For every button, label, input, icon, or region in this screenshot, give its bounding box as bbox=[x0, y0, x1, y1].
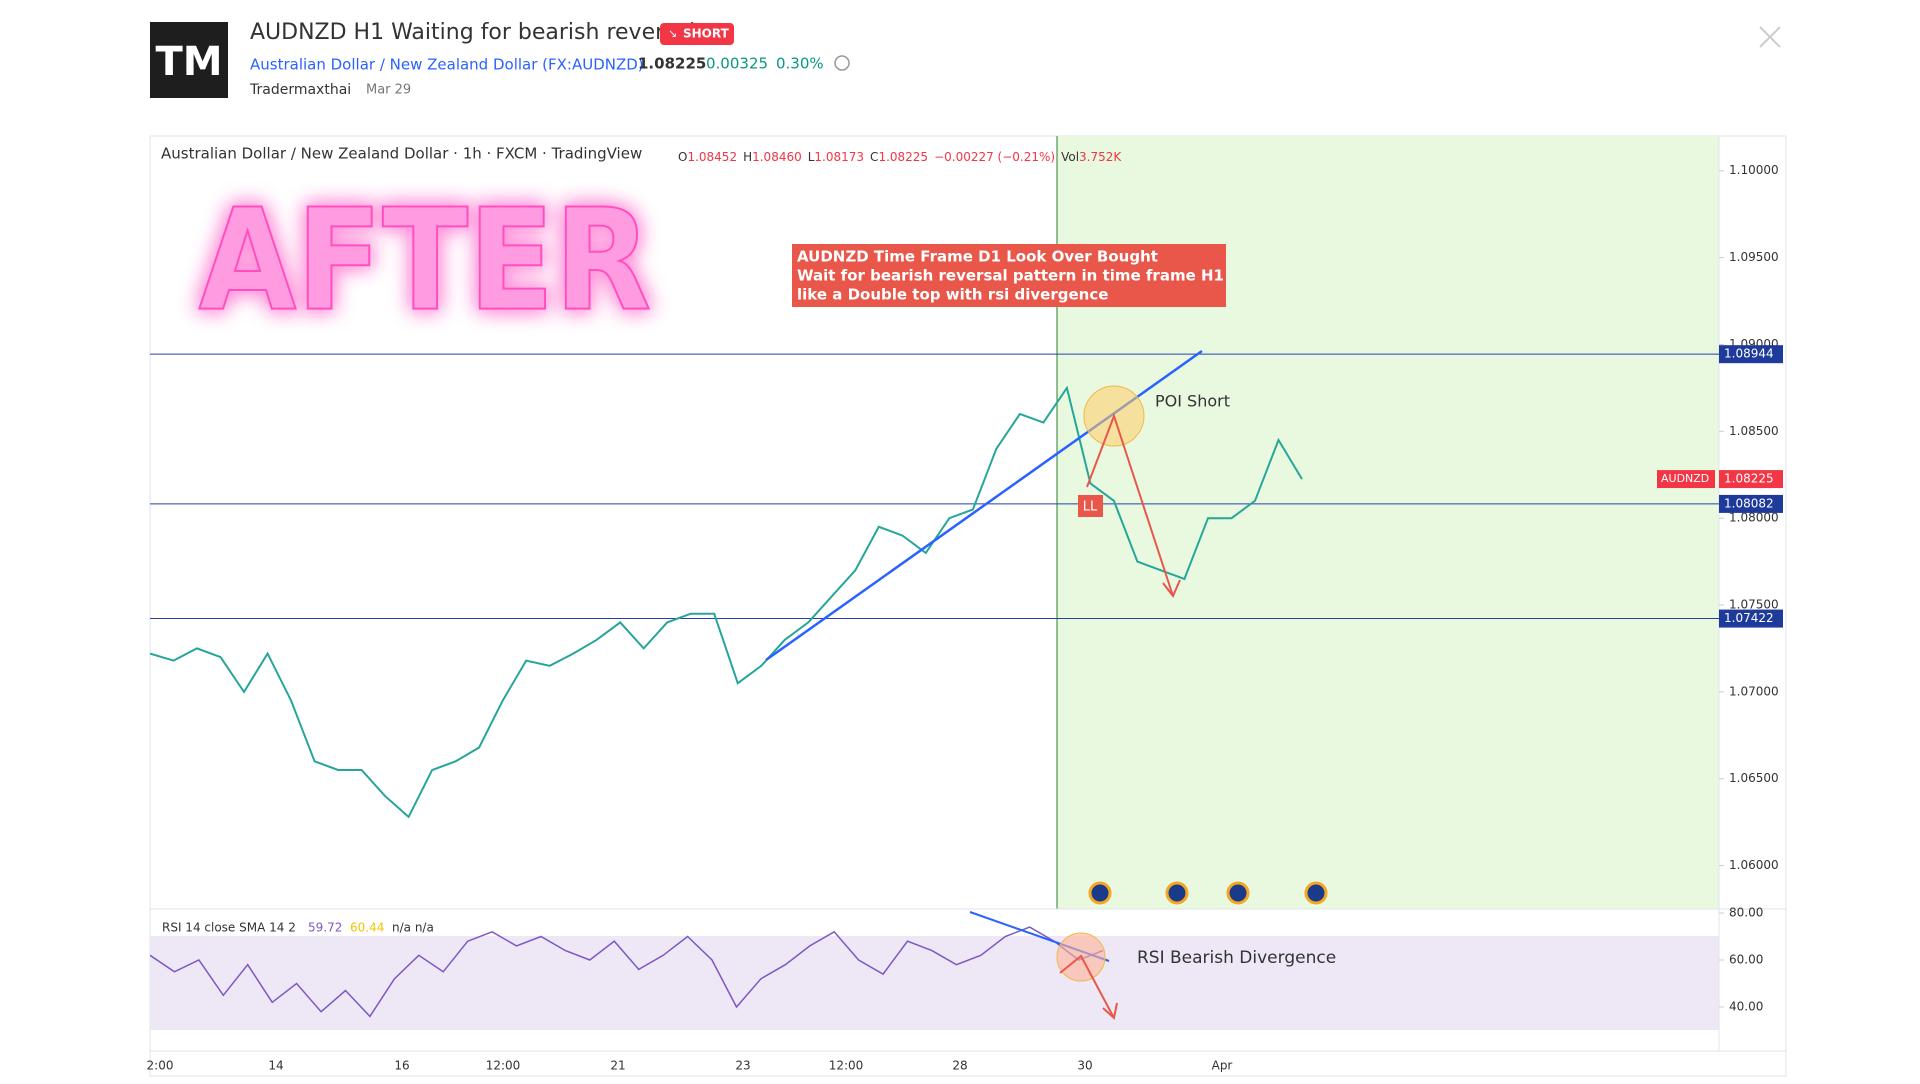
price-line bbox=[150, 385, 1303, 819]
change-pct: 0.30% bbox=[776, 55, 824, 73]
ohlc-value: 3.752K bbox=[1079, 150, 1122, 164]
rsi-sma: 60.44 bbox=[350, 921, 384, 935]
time-tick-label: 23 bbox=[735, 1059, 750, 1073]
rsi-line bbox=[150, 926, 1104, 1018]
time-tick-label: 12:00 bbox=[829, 1059, 864, 1073]
annotation-box bbox=[792, 244, 1226, 307]
level-tag bbox=[1719, 345, 1783, 364]
ohlc: O1.08452 H1.08460 L1.08173 C1.08225 −0.00227… bbox=[678, 150, 1122, 164]
ohlc-value: 1.08452 bbox=[687, 150, 737, 164]
ll-box bbox=[1078, 495, 1103, 517]
rsi-note: RSI Bearish Divergence bbox=[1137, 948, 1336, 968]
time-tick-label: 21 bbox=[610, 1059, 625, 1073]
author[interactable]: Tradermaxthai bbox=[249, 82, 351, 98]
logo-text: TM bbox=[155, 39, 222, 85]
time-tick-label: 30 bbox=[1077, 1059, 1092, 1073]
close-button[interactable] bbox=[1759, 26, 1781, 48]
rsi-arrow bbox=[1059, 954, 1115, 1019]
ohlc-value: 1.08460 bbox=[752, 150, 802, 164]
annotation-line: like a Double top with rsi divergence bbox=[797, 286, 1108, 304]
level-tag-text: 1.08944 bbox=[1724, 347, 1774, 361]
alert-icon[interactable] bbox=[834, 55, 850, 71]
last-price-text: 1.08225 bbox=[1724, 472, 1774, 486]
rsi-legend: RSI 14 close SMA 14 2 bbox=[162, 921, 296, 935]
ohlc-key: C bbox=[870, 150, 878, 164]
projection-arrow bbox=[1086, 413, 1174, 597]
ohlc-value: 1.08225 bbox=[878, 150, 928, 164]
badge-text: SHORT bbox=[683, 27, 730, 41]
ohlc-value: −0.00227 (−0.21%) bbox=[934, 150, 1055, 164]
symbol-tag-text: AUDNZD bbox=[1661, 472, 1709, 485]
rsi-tick-label: 60.00 bbox=[1729, 953, 1763, 967]
time-tick-label: 14 bbox=[268, 1059, 283, 1073]
symbol-link[interactable]: Australian Dollar / New Zealand Dollar (… bbox=[250, 56, 644, 74]
price-tick-label: 1.08000 bbox=[1729, 511, 1779, 525]
rsi-na: n/a n/a bbox=[392, 921, 434, 935]
price-tick-label: 1.07000 bbox=[1729, 684, 1779, 698]
last-price-tag bbox=[1719, 470, 1783, 489]
time-tick-label: 16 bbox=[394, 1059, 409, 1073]
ohlc-key: Vol bbox=[1061, 150, 1079, 164]
price: 1.08225 bbox=[638, 55, 706, 73]
level-tag-text: 1.07422 bbox=[1724, 611, 1774, 625]
price-tick-label: 1.06000 bbox=[1729, 858, 1779, 872]
level-tag bbox=[1719, 494, 1783, 513]
rsi-pane bbox=[150, 926, 1104, 1018]
ohlc-value: 1.08173 bbox=[814, 150, 864, 164]
short-badge bbox=[660, 23, 734, 45]
price-tick-label: 1.06500 bbox=[1729, 771, 1779, 785]
price-tick-label: 1.09500 bbox=[1729, 250, 1779, 264]
rsi-tick-label: 80.00 bbox=[1729, 906, 1763, 920]
rsi-value: 59.72 bbox=[308, 921, 342, 935]
logo bbox=[150, 22, 228, 98]
rsi-tick-label: 40.00 bbox=[1729, 1000, 1763, 1014]
ohlc-key: H bbox=[743, 150, 752, 164]
date: Mar 29 bbox=[366, 83, 411, 98]
arrow-head bbox=[1162, 579, 1181, 598]
chart-legend: Australian Dollar / New Zealand Dollar ·… bbox=[161, 145, 642, 163]
symbol-tag bbox=[1657, 470, 1715, 489]
ohlc-key: L bbox=[808, 150, 815, 164]
main-pane bbox=[150, 353, 1719, 819]
price-tick-label: 1.10000 bbox=[1729, 163, 1779, 177]
price-tick-label: 1.08500 bbox=[1729, 424, 1779, 438]
time-tick-label: 28 bbox=[952, 1059, 967, 1073]
badge-icon: ↘ bbox=[668, 27, 677, 40]
rsi-arrow-head bbox=[1102, 1002, 1118, 1020]
time-tick-label: 12:00 bbox=[486, 1059, 521, 1073]
level-tag bbox=[1719, 609, 1783, 628]
ohlc-key: O bbox=[678, 150, 687, 164]
change: 0.00325 bbox=[706, 55, 768, 73]
idea-title: AUDNZD H1 Waiting for bearish reversal bbox=[250, 20, 695, 45]
level-tag-text: 1.08082 bbox=[1724, 496, 1774, 510]
ll-label: LL bbox=[1083, 500, 1098, 515]
poi-label: POI Short bbox=[1155, 392, 1230, 411]
time-tick-label: Apr bbox=[1212, 1059, 1233, 1073]
annotation-line: AUDNZD Time Frame D1 Look Over Bought bbox=[797, 248, 1158, 266]
event-icons[interactable] bbox=[1088, 881, 1328, 905]
rsi-band bbox=[150, 936, 1719, 1030]
watermark: AFTER bbox=[199, 180, 652, 343]
price-tick-label: 1.07500 bbox=[1729, 598, 1779, 612]
time-tick-label: 2:00 bbox=[147, 1059, 174, 1073]
annotation-line: Wait for bearish reversal pattern in tim… bbox=[797, 267, 1224, 285]
